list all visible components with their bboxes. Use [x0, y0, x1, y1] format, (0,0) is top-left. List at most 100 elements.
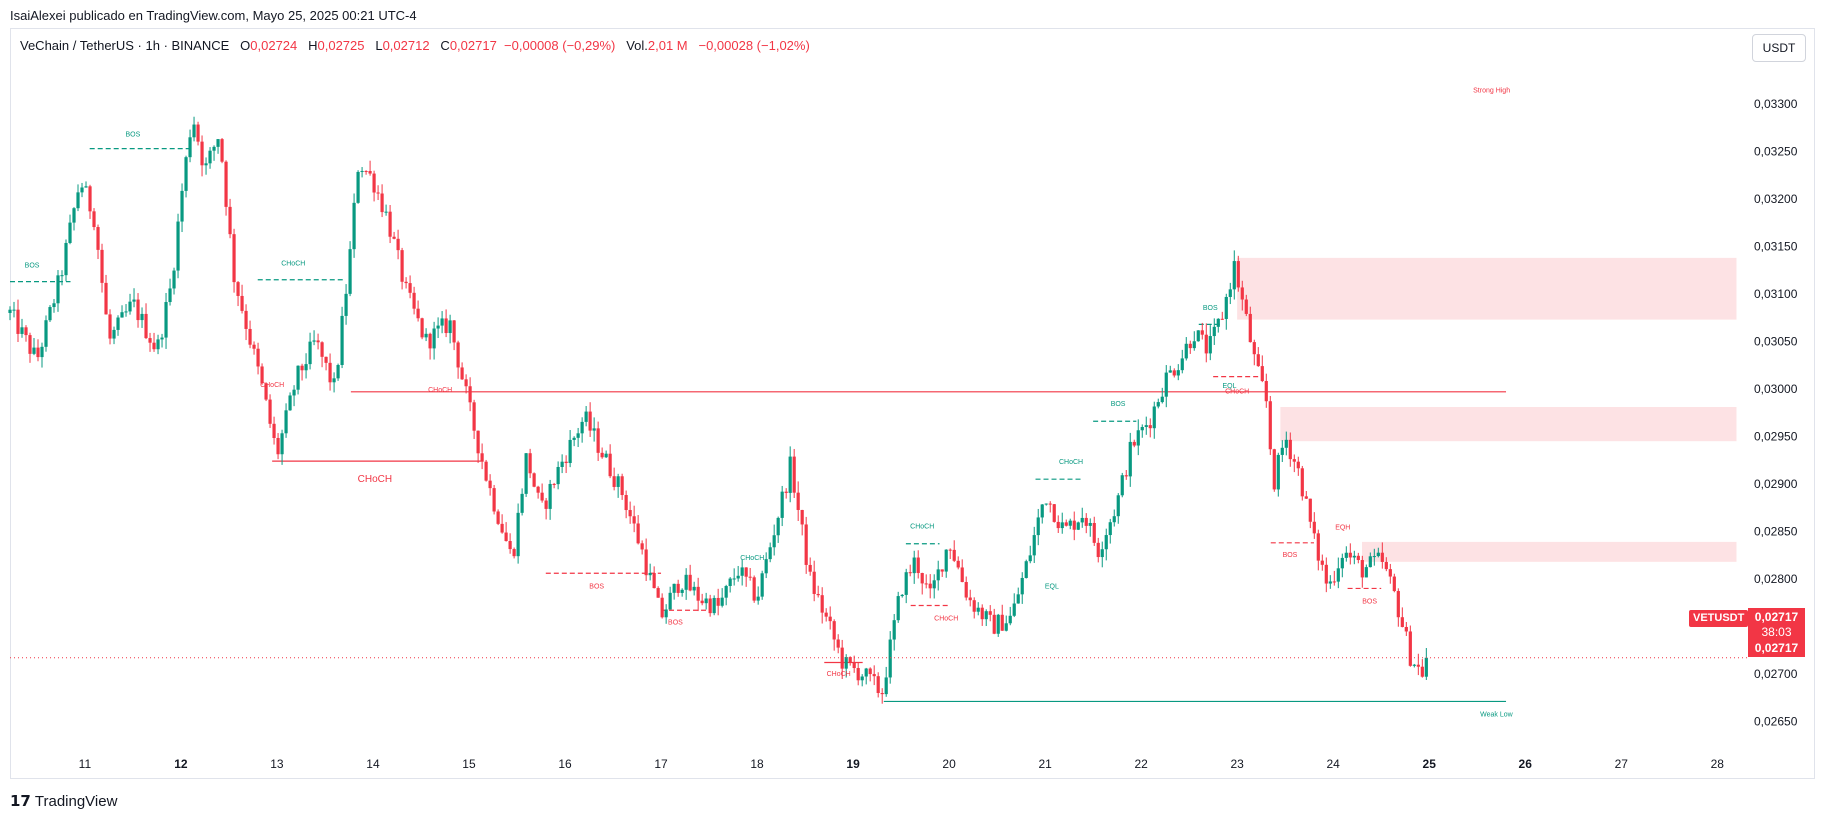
candle-body — [1280, 447, 1284, 455]
candle-136 — [552, 482, 556, 489]
candle-body — [108, 314, 112, 339]
candle-258 — [1040, 504, 1044, 524]
candle-286 — [1152, 401, 1156, 439]
candle-body — [364, 170, 368, 172]
candle-body — [216, 139, 220, 147]
candle-body — [208, 150, 212, 164]
structure-lines — [10, 148, 1507, 703]
candle-335 — [1348, 543, 1352, 565]
candle-118 — [480, 443, 484, 470]
candle-body — [132, 299, 136, 302]
candle-body — [1284, 439, 1288, 448]
candle-body — [176, 221, 180, 271]
candle-37 — [156, 334, 160, 355]
price-axis: 0,03300 0,03250 0,03200 0,03150 0,03100 0,030… — [1754, 97, 1798, 728]
candle-body — [236, 282, 240, 296]
time-tick: 28 — [1711, 757, 1725, 771]
currency-button[interactable]: USDT — [1752, 34, 1806, 62]
candle-body — [740, 567, 744, 576]
candle-92 — [376, 185, 380, 201]
candle-body — [808, 564, 812, 572]
structure-label-0: Strong High — [1473, 88, 1510, 95]
candle-9 — [44, 315, 48, 352]
candle-body — [1168, 370, 1172, 373]
candle-150 — [608, 444, 612, 479]
candle-244 — [984, 609, 988, 627]
candle-354 — [1424, 648, 1428, 680]
chart-frame[interactable] — [10, 28, 1815, 779]
candle-134 — [544, 497, 548, 520]
candle-248 — [1000, 604, 1004, 631]
candle-body — [1216, 318, 1220, 327]
candle-84 — [344, 284, 348, 325]
candle-148 — [600, 447, 604, 459]
time-axis: 11 12 13 14 15 16 17 18 19 20 21 22 23 24 25 26 27 28 — [79, 757, 1725, 771]
candle-115 — [468, 377, 472, 412]
candle-body — [1344, 552, 1348, 558]
candle-46 — [192, 116, 196, 142]
candle-body — [304, 364, 308, 371]
candle-body — [892, 620, 896, 640]
candle-16 — [72, 207, 76, 231]
candle-body — [44, 320, 48, 347]
structure-label-7: CHoCH — [358, 474, 392, 485]
candle-159 — [644, 538, 648, 582]
candle-201 — [812, 560, 816, 602]
candle-body — [36, 347, 40, 358]
candle-334 — [1344, 546, 1348, 562]
candle-body — [528, 453, 532, 474]
structure-label-22: BOS — [1362, 599, 1377, 606]
candle-122 — [496, 509, 500, 526]
candle-body — [144, 313, 148, 339]
candle-body — [120, 312, 124, 318]
candle-289 — [1164, 365, 1168, 408]
candlestick-chart[interactable]: Strong High Weak Low BOS BOS CHoCH CHoCH CHoCH… — [0, 0, 1826, 780]
candle-body — [356, 171, 360, 203]
candle-body — [492, 488, 496, 512]
candle-280 — [1128, 432, 1132, 487]
candle-body — [1300, 468, 1304, 497]
candle-41 — [172, 267, 176, 295]
candle-273 — [1100, 541, 1104, 568]
candle-body — [1252, 342, 1256, 355]
candle-body — [1384, 561, 1388, 570]
candle-body — [744, 567, 748, 577]
candle-257 — [1036, 508, 1040, 546]
candle-99 — [404, 277, 408, 289]
candle-278 — [1120, 472, 1124, 498]
symbol-title[interactable]: VeChain / TetherUS · 1h · BINANCE — [20, 38, 230, 53]
candle-body — [156, 339, 160, 350]
candle-36 — [152, 332, 156, 352]
candle-body — [604, 453, 608, 458]
candle-body — [1348, 552, 1352, 558]
candle-14 — [64, 239, 68, 282]
candle-223 — [900, 594, 904, 598]
candle-body — [192, 124, 196, 138]
candle-body — [1420, 666, 1424, 677]
candle-body — [1272, 449, 1276, 490]
candle-body — [372, 173, 376, 193]
candle-body — [1188, 343, 1192, 349]
candle-117 — [476, 430, 480, 463]
publisher-caption: IsaiAlexei publicado en TradingView.com,… — [10, 8, 417, 23]
candle-352 — [1416, 653, 1420, 676]
candle-217 — [876, 672, 880, 698]
candle-188 — [760, 570, 764, 600]
candle-314 — [1264, 373, 1268, 408]
candle-315 — [1268, 395, 1272, 455]
candle-body — [904, 572, 908, 595]
candle-58 — [240, 284, 244, 314]
candle-146 — [592, 417, 596, 442]
tradingview-branding[interactable]: 17 TradingView — [10, 792, 117, 810]
candle-313 — [1260, 355, 1264, 383]
candle-body — [1096, 542, 1100, 558]
candle-body — [1104, 535, 1108, 550]
candle-305 — [1228, 282, 1232, 305]
candle-body — [448, 320, 452, 334]
candle-body — [380, 193, 384, 213]
candle-215 — [868, 667, 872, 682]
candle-body — [68, 222, 72, 243]
candle-90 — [368, 160, 372, 176]
candle-255 — [1028, 545, 1032, 564]
candle-175 — [708, 594, 712, 617]
